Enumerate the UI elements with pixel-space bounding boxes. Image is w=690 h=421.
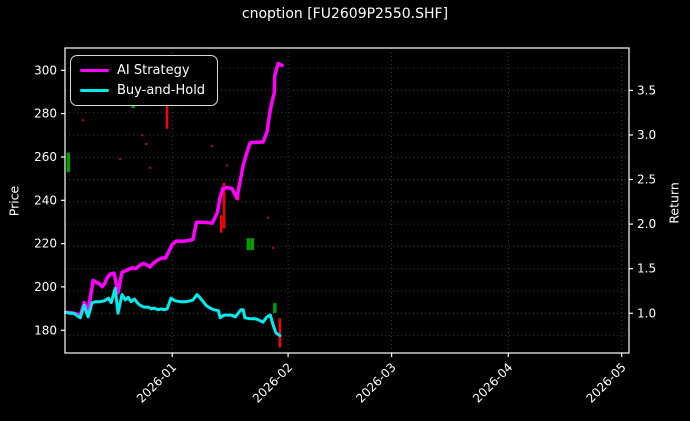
candle-doji [211,145,214,148]
legend-label-buy-and-hold: Buy-and-Hold [117,83,206,98]
series-buy-and-hold [64,286,282,338]
date-tick-label: 2026-05 [583,360,628,405]
date-tick-label: 2026-04 [470,360,515,405]
return-tick-label: 2.5 [637,173,656,187]
candle-up [246,238,251,251]
return-tick-label: 3.5 [637,83,656,97]
candle-doji [271,246,275,249]
price-tick-label: 240 [34,193,57,207]
candle-doji [141,134,144,137]
candle-down [278,318,282,348]
legend: AI Strategy Buy-and-Hold [70,55,219,106]
price-tick-label: 300 [34,63,57,77]
return-tick-label: 3.0 [637,128,656,142]
candle-up [273,303,277,313]
gridlines [65,48,629,353]
candle-up [250,238,254,251]
return-tick-label: 1.0 [637,306,656,320]
candle-doji [81,119,85,122]
legend-label-ai-strategy: AI Strategy [117,63,190,78]
ai-strategy-line-swatch [80,68,109,73]
candle-down [222,183,226,229]
price-tick-label: 180 [34,323,57,337]
buy-and-hold-line-swatch [80,88,109,93]
price-tick-label: 220 [34,237,57,251]
date-tick-label: 2026-02 [250,360,295,405]
price-tick-label: 280 [34,107,57,121]
price-tick-label: 200 [34,280,57,294]
legend-item-ai-strategy: AI Strategy [80,63,205,78]
axis-tick-labels: 180 200 220 240 260 280 300 1.0 1.5 2.0 2.5 3.0 3.5 2… [34,63,656,405]
candle-down [165,102,169,129]
axis-ticks [61,69,633,357]
candle-doji [145,143,148,145]
y-axis-label-price: Price [6,185,22,217]
return-tick-label: 1.5 [637,262,656,276]
candle-doji [119,158,122,161]
y-axis-label-return: Return [666,182,682,224]
series-ai-strategy [63,61,284,317]
price-tick-label: 260 [34,150,57,164]
candle-doji [149,166,152,169]
candle-doji [266,216,270,219]
legend-item-buy-and-hold: Buy-and-Hold [80,83,205,98]
candle-up [66,152,71,173]
candle-down [220,215,223,233]
chart-title: cnoption [FU2609P2550.SHF] [241,6,449,22]
candle-doji [225,164,229,167]
date-tick-label: 2026-03 [353,360,398,405]
return-tick-label: 2.0 [637,217,656,231]
date-tick-label: 2026-01 [134,360,179,405]
